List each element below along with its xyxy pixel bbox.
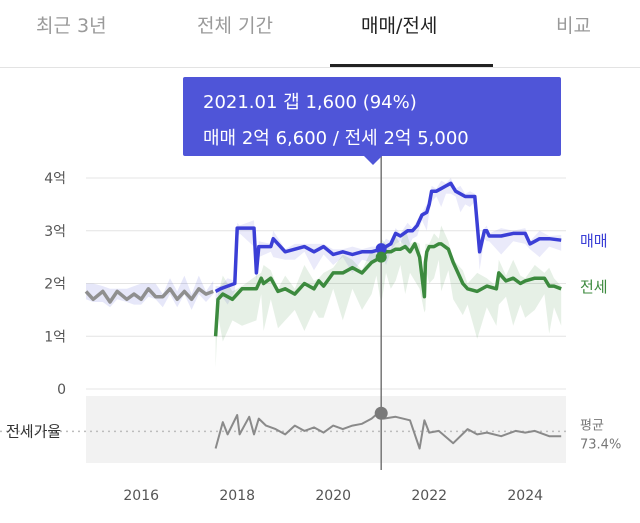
tab-bar: 최근 3년 전체 기간 매매/전세 비교: [0, 0, 640, 68]
series-label-sale: 매매: [580, 232, 608, 250]
cursor-marker-ratio: [374, 406, 388, 420]
tab-all-period[interactable]: 전체 기간: [197, 15, 273, 37]
series-line-jeonse: [213, 242, 562, 337]
tooltip-arrow: [364, 156, 382, 165]
y-tick-label: 3억: [44, 224, 66, 240]
y-tick-label: 1억: [44, 329, 66, 345]
chart-tooltip: 2021.01 갭 1,600 (94%) 매매 2억 6,600 / 전세 2…: [183, 77, 561, 165]
active-tab-indicator: [330, 64, 493, 67]
ratio-average-label: 평균: [580, 418, 604, 433]
series-label-jeonse: 전세: [580, 278, 608, 296]
tooltip-price-line: 매매 2억 6,600 / 전세 2억 5,000: [203, 128, 469, 149]
tab-compare[interactable]: 비교: [556, 15, 591, 37]
y-tick-label: 0: [57, 382, 66, 398]
ratio-title: 전세가율: [6, 422, 61, 440]
x-tick-label: 2016: [123, 488, 159, 504]
ratio-line: [214, 411, 562, 450]
tab-recent-3-years[interactable]: 최근 3년: [36, 15, 107, 37]
tab-sale-jeonse[interactable]: 매매/전세: [361, 15, 438, 37]
y-tick-label: 4억: [44, 171, 66, 187]
x-tick-label: 2024: [507, 488, 543, 504]
ratio-panel-background: [86, 396, 566, 463]
cursor-marker-jeonse: [375, 251, 387, 263]
x-tick-label: 2020: [315, 488, 351, 504]
tooltip-gap-line: 2021.01 갭 1,600 (94%): [203, 92, 417, 113]
ratio-average-value: 73.4%: [580, 437, 621, 452]
x-tick-label: 2018: [219, 488, 255, 504]
sale-range-band: [215, 178, 562, 305]
x-tick-label: 2022: [411, 488, 447, 504]
jeonse-range-band: [215, 225, 562, 368]
series-line-sale-early: [84, 287, 214, 304]
sale-range-band-early: [86, 275, 214, 310]
y-tick-label: 2억: [44, 277, 66, 293]
cursor-marker-sale: [375, 243, 387, 255]
series-line-sale: [214, 181, 562, 293]
